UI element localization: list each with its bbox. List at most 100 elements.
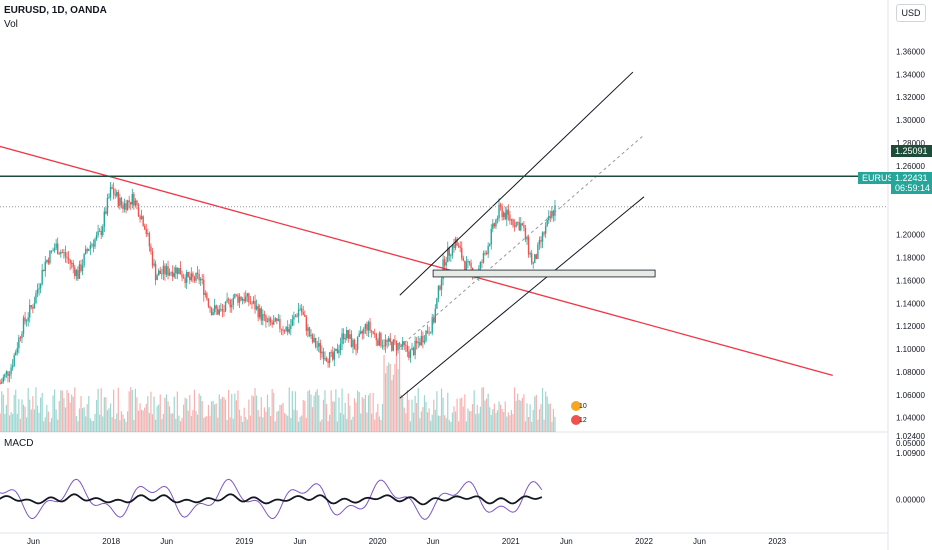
volume-bar (386, 365, 388, 432)
candle (179, 267, 182, 275)
candle (229, 299, 231, 308)
volume-bar (412, 412, 415, 432)
candle (94, 239, 96, 247)
volume-bar (175, 418, 177, 432)
volume-bar (324, 390, 326, 432)
candle (437, 286, 440, 299)
candle (538, 239, 541, 245)
volume-bar (88, 396, 90, 432)
volume-bar (535, 394, 537, 432)
volume-bar (36, 405, 39, 432)
candle (422, 335, 424, 343)
candle (164, 265, 166, 275)
candle (397, 343, 399, 351)
volume-bar (24, 406, 26, 432)
volume-bar (458, 421, 460, 432)
volume-bars (0, 349, 556, 432)
candle (464, 260, 466, 270)
candle (467, 261, 469, 262)
candle (19, 337, 22, 339)
volume-bar (358, 392, 360, 432)
volume-bar (430, 420, 432, 432)
candle (504, 212, 506, 220)
volume-indicator-label[interactable]: Vol (4, 19, 18, 30)
candle (81, 265, 84, 271)
volume-bar (95, 400, 98, 432)
volume-bar (316, 389, 318, 432)
volume-bar (406, 389, 408, 432)
candle (56, 243, 59, 254)
volume-bar (496, 410, 499, 432)
currency-button[interactable]: USD (896, 4, 926, 22)
volume-bar (164, 397, 166, 432)
candle (386, 340, 388, 342)
volume-bar (47, 411, 49, 432)
candle (109, 187, 112, 198)
candle (277, 319, 280, 321)
candle (189, 276, 191, 281)
candle (248, 293, 250, 303)
candle (142, 216, 144, 226)
volume-bar (148, 413, 150, 432)
volume-badge-icon (571, 401, 581, 411)
candle (341, 333, 343, 344)
volume-bar (383, 355, 385, 432)
volume-bar (21, 399, 23, 432)
candle (235, 294, 238, 296)
volume-bar (159, 394, 161, 432)
volume-bar (207, 404, 210, 432)
volume-bar (78, 408, 81, 432)
volume-bar (276, 411, 278, 432)
volume-bar (103, 397, 105, 432)
volume-bar (15, 389, 17, 432)
macd-pane (0, 478, 543, 520)
candle (461, 247, 463, 258)
volume-bar (201, 401, 203, 432)
volume-bar (551, 421, 553, 432)
candle (375, 333, 377, 341)
volume-bar (302, 400, 304, 432)
candle (353, 339, 356, 350)
candle (198, 274, 200, 281)
volume-bar (487, 393, 489, 432)
volume-bar (462, 406, 464, 432)
volume-bar (470, 411, 472, 432)
volume-bar (266, 394, 269, 432)
volume-bar (232, 418, 234, 432)
candle (251, 303, 253, 305)
volume-bar (116, 413, 118, 432)
candle (144, 225, 146, 230)
volume-bar (165, 394, 168, 432)
symbol-title[interactable]: EURUSD, 1D, OANDA (4, 5, 107, 16)
volume-bar (282, 402, 284, 432)
candle (18, 337, 20, 349)
volume-bar (251, 395, 253, 432)
volume-bar (260, 397, 262, 432)
volume-bar (81, 408, 84, 432)
symbol-price-tag: EURUSD (858, 172, 900, 184)
volume-bar (333, 401, 335, 432)
volume-bar (158, 404, 160, 432)
channel-middle-line (399, 134, 645, 348)
candle (38, 288, 40, 290)
candle (122, 205, 124, 210)
volume-bar (459, 398, 461, 432)
volume-bar (122, 414, 124, 432)
candle (246, 293, 248, 297)
candle (52, 250, 54, 252)
candle (91, 244, 93, 246)
volume-bar (384, 373, 387, 432)
macd-indicator-label[interactable]: MACD (4, 438, 34, 449)
candle (310, 334, 312, 337)
volume-bar (176, 391, 178, 432)
volume-bar (212, 400, 214, 432)
candle (349, 334, 351, 339)
volume-bar (209, 415, 211, 432)
volume-bar (10, 412, 12, 432)
candle (204, 293, 207, 295)
volume-bar (301, 415, 303, 432)
candle (53, 248, 56, 251)
time-axis-tick: 2020 (369, 537, 387, 546)
volume-bar (481, 387, 483, 432)
